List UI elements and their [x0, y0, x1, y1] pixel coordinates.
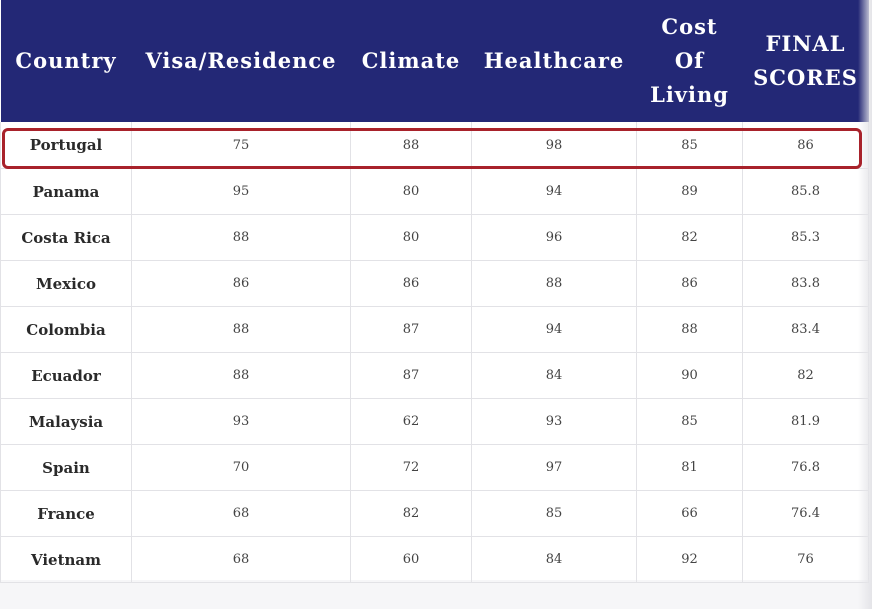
table-row: Ecuador 88 87 84 90 82 [0, 352, 869, 399]
table-row: Vietnam 68 60 84 92 76 [0, 536, 869, 583]
cell-cost-of-living: 89 [636, 168, 743, 215]
header-final-scores: FINAL SCORES [742, 0, 869, 122]
cell-visa-residence: 93 [131, 398, 351, 445]
table-row: Mexico 86 86 88 86 83.8 [0, 260, 869, 307]
cell-visa-residence: 70 [131, 444, 351, 491]
scores-table: Country Visa/Residence Climate Healthcar… [0, 0, 869, 583]
cell-country: Malaysia [0, 398, 132, 445]
cell-visa-residence: 68 [131, 536, 351, 583]
cell-visa-residence: 86 [131, 260, 351, 307]
cell-healthcare: 96 [471, 214, 637, 261]
table-row: Costa Rica 88 80 96 82 85.3 [0, 214, 869, 261]
cell-visa-residence: 75 [131, 122, 351, 169]
cell-country: Costa Rica [0, 214, 132, 261]
table-row: Colombia 88 87 94 88 83.4 [0, 306, 869, 353]
cell-country: Spain [0, 444, 132, 491]
cell-final-score: 86 [742, 122, 869, 169]
header-row: Country Visa/Residence Climate Healthcar… [0, 0, 869, 122]
cell-country: Mexico [0, 260, 132, 307]
cell-visa-residence: 88 [131, 306, 351, 353]
cell-visa-residence: 88 [131, 352, 351, 399]
cell-cost-of-living: 85 [636, 122, 743, 169]
cell-final-score: 85.8 [742, 168, 869, 215]
cell-healthcare: 98 [471, 122, 637, 169]
header-visa-residence: Visa/Residence [131, 0, 351, 122]
cell-final-score: 85.3 [742, 214, 869, 261]
cell-country: Colombia [0, 306, 132, 353]
header-healthcare: Healthcare [471, 0, 637, 122]
cell-final-score: 83.8 [742, 260, 869, 307]
header-climate: Climate [350, 0, 472, 122]
cell-healthcare: 85 [471, 490, 637, 537]
table-row: Spain 70 72 97 81 76.8 [0, 444, 869, 491]
cell-cost-of-living: 81 [636, 444, 743, 491]
cell-cost-of-living: 85 [636, 398, 743, 445]
cell-final-score: 76.8 [742, 444, 869, 491]
cell-healthcare: 97 [471, 444, 637, 491]
cell-visa-residence: 88 [131, 214, 351, 261]
bottom-band [0, 580, 872, 609]
cell-final-score: 81.9 [742, 398, 869, 445]
cell-climate: 87 [350, 352, 472, 399]
table-header: Country Visa/Residence Climate Healthcar… [0, 0, 869, 122]
page-edge-shadow [858, 0, 872, 609]
cell-healthcare: 94 [471, 306, 637, 353]
cell-climate: 72 [350, 444, 472, 491]
cell-country: France [0, 490, 132, 537]
cell-climate: 80 [350, 168, 472, 215]
cell-final-score: 83.4 [742, 306, 869, 353]
cell-visa-residence: 95 [131, 168, 351, 215]
cell-country: Vietnam [0, 536, 132, 583]
cell-country: Ecuador [0, 352, 132, 399]
cell-healthcare: 93 [471, 398, 637, 445]
table-row: Panama 95 80 94 89 85.8 [0, 168, 869, 215]
cell-cost-of-living: 88 [636, 306, 743, 353]
table-row: France 68 82 85 66 76.4 [0, 490, 869, 537]
cell-cost-of-living: 82 [636, 214, 743, 261]
cell-country: Portugal [0, 122, 132, 169]
cell-visa-residence: 68 [131, 490, 351, 537]
table-body: Portugal 75 88 98 85 86 Panama 95 80 94 … [0, 122, 869, 583]
cell-final-score: 76.4 [742, 490, 869, 537]
cell-healthcare: 84 [471, 536, 637, 583]
cell-climate: 60 [350, 536, 472, 583]
cell-climate: 80 [350, 214, 472, 261]
cell-cost-of-living: 66 [636, 490, 743, 537]
cell-cost-of-living: 90 [636, 352, 743, 399]
cell-final-score: 76 [742, 536, 869, 583]
cell-climate: 86 [350, 260, 472, 307]
cell-cost-of-living: 86 [636, 260, 743, 307]
cell-healthcare: 88 [471, 260, 637, 307]
cell-climate: 88 [350, 122, 472, 169]
table-row: Malaysia 93 62 93 85 81.9 [0, 398, 869, 445]
cell-climate: 87 [350, 306, 472, 353]
cell-healthcare: 94 [471, 168, 637, 215]
table-row: Portugal 75 88 98 85 86 [0, 122, 869, 169]
cell-country: Panama [0, 168, 132, 215]
cell-final-score: 82 [742, 352, 869, 399]
cell-cost-of-living: 92 [636, 536, 743, 583]
cell-climate: 82 [350, 490, 472, 537]
cell-healthcare: 84 [471, 352, 637, 399]
cell-climate: 62 [350, 398, 472, 445]
header-cost-of-living: Cost Of Living [636, 0, 743, 122]
header-country: Country [0, 0, 132, 122]
